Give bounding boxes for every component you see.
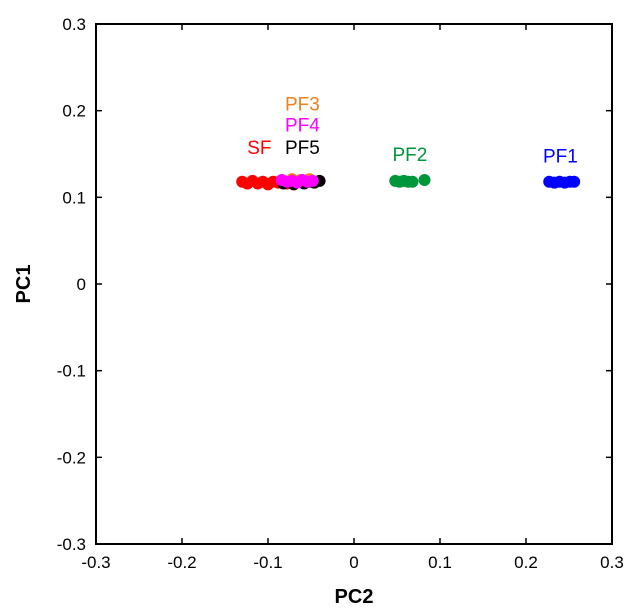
- x-axis-title: PC2: [335, 586, 374, 608]
- y-tick-label: 0.2: [62, 102, 86, 121]
- x-tick-label: 0.1: [428, 553, 452, 572]
- series-label-sf: SF: [247, 138, 271, 159]
- data-point-pf2: [418, 174, 431, 186]
- series-pf2: [389, 174, 431, 188]
- y-tick-label: 0.1: [62, 188, 86, 207]
- x-tick-label: -0.2: [167, 553, 196, 572]
- y-axis-title: PC1: [13, 265, 35, 304]
- series-label-pf3: PF3: [285, 95, 320, 116]
- y-tick-label: -0.1: [57, 362, 86, 381]
- series-label-pf1: PF1: [543, 147, 578, 168]
- y-tick-label: 0.3: [62, 15, 86, 34]
- axes: -0.3 -0.2 -0.1 0 0.1 0.2 0.3 0.3 0.2 0.1 0 -0.1 -0.2…: [57, 15, 624, 572]
- y-tick-label: 0: [77, 275, 86, 294]
- data-points: [236, 173, 581, 191]
- x-tick-label: -0.1: [253, 553, 282, 572]
- plot-frame: [95, 23, 613, 545]
- y-tick-label: -0.3: [57, 535, 86, 554]
- series-label-pf4: PF4: [285, 115, 320, 136]
- x-tick-label: 0: [349, 553, 358, 572]
- data-point-pf2: [406, 175, 419, 188]
- series-label-pf5: PF5: [285, 138, 320, 159]
- series-pf4: [275, 174, 319, 189]
- data-point-pf1: [568, 175, 581, 188]
- data-point-pf4: [306, 174, 319, 187]
- y-tick-label: -0.2: [57, 448, 86, 467]
- series-pf1: [543, 175, 581, 189]
- x-tick-label: 0.2: [514, 553, 538, 572]
- series-label-pf2: PF2: [392, 145, 427, 166]
- x-tick-label: -0.3: [81, 553, 110, 572]
- x-tick-label: 0.3: [600, 553, 624, 572]
